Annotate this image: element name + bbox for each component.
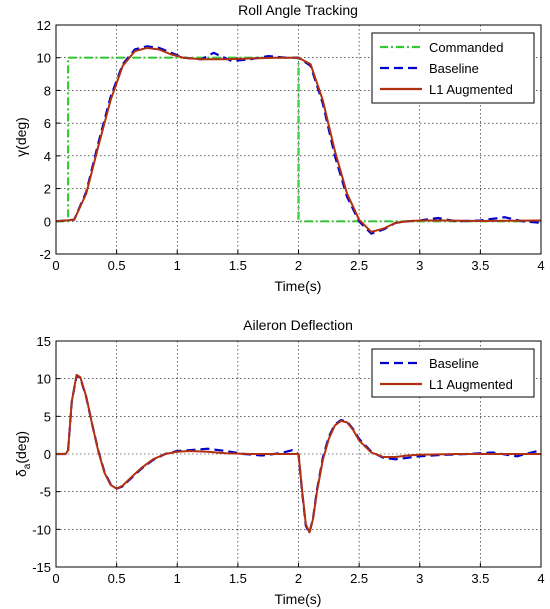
- x-tick-label: 0: [52, 258, 59, 273]
- y-tick-label: 6: [44, 116, 51, 131]
- x-tick-label: 3: [416, 571, 423, 586]
- y-axis-label-tail: (deg): [13, 431, 29, 464]
- x-tick-labels: 0 0.5 1 1.5 2 2.5 3 3.5 4: [52, 571, 544, 586]
- y-axis-label-sub: a: [22, 463, 33, 469]
- legend-entry: L1 Augmented: [429, 377, 513, 392]
- y-tick-label: 4: [44, 149, 51, 164]
- x-tick-label: 2.5: [350, 571, 368, 586]
- y-tick-label: 10: [37, 372, 51, 387]
- y-tick-label: 5: [44, 409, 51, 424]
- plot-frame: [55, 24, 542, 255]
- series-group: [56, 373, 542, 535]
- series-line-l1-augmented: [55, 46, 542, 233]
- x-tick-label: 3.5: [471, 258, 489, 273]
- x-tick-label: 2: [295, 571, 302, 586]
- y-axis-label: δa(deg): [13, 431, 33, 477]
- x-tick-label: 0.5: [108, 258, 126, 273]
- y-tick-label: 2: [44, 182, 51, 197]
- y-tick-label: 0: [44, 214, 51, 229]
- x-tick-label: 2.5: [350, 258, 368, 273]
- aileron-deflection-chart: Aileron Deflection 0 0.5 1 1.5 2 2.5 3 3.5 4 -15…: [13, 317, 545, 607]
- legend-entry: L1 Augmented: [429, 82, 513, 97]
- y-axis-label: γ(deg): [13, 117, 29, 157]
- y-tick-label: 0: [44, 447, 51, 462]
- x-tick-label: 1.5: [229, 258, 247, 273]
- legend-entry: Commanded: [429, 40, 503, 55]
- y-tick-label: -10: [32, 522, 51, 537]
- x-axis-label: Time(s): [275, 591, 322, 607]
- y-tick-label: 8: [44, 83, 51, 98]
- y-tick-label: 15: [37, 334, 51, 349]
- legend: Baseline L1 Augmented: [371, 348, 535, 398]
- x-tick-label: 4: [537, 258, 544, 273]
- x-tick-label: 1: [174, 258, 181, 273]
- x-tick-label: 4: [537, 571, 544, 586]
- legend-entry: Baseline: [429, 356, 479, 371]
- x-axis-label: Time(s): [275, 278, 322, 294]
- legend-box: [371, 348, 535, 398]
- y-tick-labels: -15 -10 -5 0 5 10 15: [32, 334, 51, 575]
- series-group: [55, 45, 542, 235]
- roll-angle-chart: Roll Angle Tracking 0 0.5 1 1.5 2 2.5 3 3.5 4 -2…: [13, 2, 545, 294]
- y-axis-label-main: δ: [13, 469, 29, 477]
- x-tick-label: 2: [295, 258, 302, 273]
- y-tick-label: -15: [32, 560, 51, 575]
- chart-title: Aileron Deflection: [243, 317, 353, 333]
- series-line-l1-augmented: [56, 373, 541, 534]
- x-tick-label: 3: [416, 258, 423, 273]
- x-tick-labels: 0 0.5 1 1.5 2 2.5 3 3.5 4: [52, 258, 544, 273]
- x-tick-label: 1.5: [229, 571, 247, 586]
- y-tick-label: -2: [39, 247, 51, 262]
- y-tick-labels: -2 0 2 4 6 8 10 12: [37, 18, 51, 262]
- plot-frame: [55, 340, 542, 568]
- x-tick-label: 1: [174, 571, 181, 586]
- chart-title: Roll Angle Tracking: [238, 2, 358, 18]
- x-tick-label: 0: [52, 571, 59, 586]
- legend-entry: Baseline: [429, 61, 479, 76]
- x-tick-label: 3.5: [471, 571, 489, 586]
- y-tick-label: 12: [37, 18, 51, 33]
- y-tick-label: 10: [37, 51, 51, 66]
- x-tick-label: 0.5: [108, 571, 126, 586]
- y-tick-label: -5: [39, 485, 51, 500]
- legend: Commanded Baseline L1 Augmented: [371, 32, 535, 104]
